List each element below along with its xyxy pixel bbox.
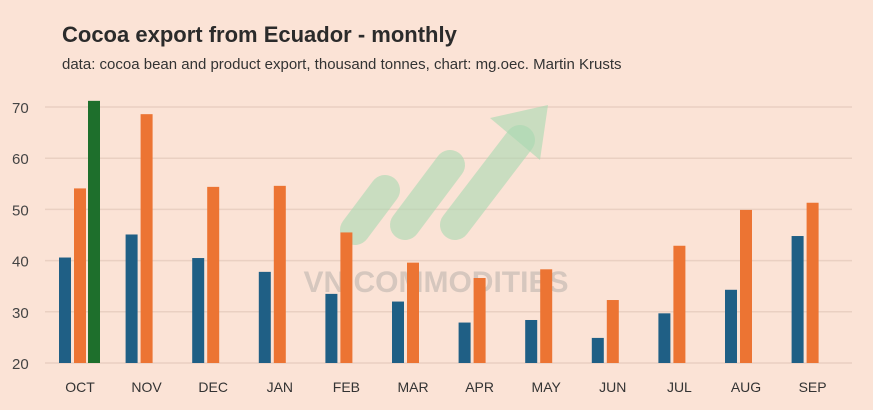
bar-feb-series-1	[325, 293, 338, 363]
x-tick-label: SEP	[799, 379, 827, 395]
bar-mar-series-2	[407, 262, 419, 363]
chart-subtitle: data: cocoa bean and product export, tho…	[62, 56, 622, 73]
y-tick-label: 70	[12, 100, 29, 117]
watermark-logo	[440, 125, 535, 240]
bar-feb-series-2	[340, 232, 353, 363]
x-tick-label: JUN	[599, 379, 626, 395]
x-tick-label: FEB	[333, 379, 360, 395]
bar-may-series-2	[540, 269, 553, 363]
x-tick-label: MAR	[397, 379, 428, 395]
bar-sep-series-1	[791, 236, 804, 363]
bar-jul-series-1	[658, 313, 671, 363]
bar-apr-series-2	[473, 278, 486, 363]
bar-dec-series-2	[207, 186, 220, 363]
y-tick-label: 60	[12, 151, 29, 168]
bar-jan-series-2	[273, 185, 286, 363]
bar-jun-series-2	[606, 300, 619, 363]
x-tick-label: AUG	[731, 379, 761, 395]
watermark-logo	[490, 105, 548, 160]
bar-nov-series-2	[140, 114, 153, 363]
bar-aug-series-1	[725, 289, 737, 363]
bar-apr-series-1	[458, 322, 471, 363]
chart-title: Cocoa export from Ecuador - monthly	[62, 22, 457, 47]
y-tick-label: 50	[12, 202, 29, 219]
bar-dec-series-1	[192, 258, 205, 363]
bar-nov-series-1	[125, 234, 138, 363]
x-tick-label: OCT	[65, 379, 95, 395]
bar-jun-series-1	[591, 337, 604, 363]
bar-may-series-1	[525, 319, 538, 363]
bar-oct-series-2	[74, 188, 86, 363]
x-tick-label: MAY	[532, 379, 562, 395]
bar-aug-series-2	[740, 209, 752, 363]
bar-oct-series-1	[59, 257, 71, 363]
x-tick-label: NOV	[131, 379, 162, 395]
x-tick-label: JAN	[267, 379, 293, 395]
x-tick-label: DEC	[198, 379, 228, 395]
bar-sep-series-2	[806, 202, 819, 363]
watermark-logo	[340, 175, 400, 245]
bar-jul-series-2	[673, 245, 686, 363]
y-tick-label: 30	[12, 305, 29, 322]
x-tick-label: JUL	[667, 379, 692, 395]
y-tick-label: 40	[12, 254, 29, 271]
x-tick-label: APR	[465, 379, 494, 395]
watermark-logo	[390, 150, 465, 240]
bar-mar-series-1	[392, 301, 404, 363]
bar-jan-series-1	[258, 271, 271, 363]
y-tick-label: 20	[12, 356, 29, 373]
bar-oct-series-3	[88, 100, 100, 363]
